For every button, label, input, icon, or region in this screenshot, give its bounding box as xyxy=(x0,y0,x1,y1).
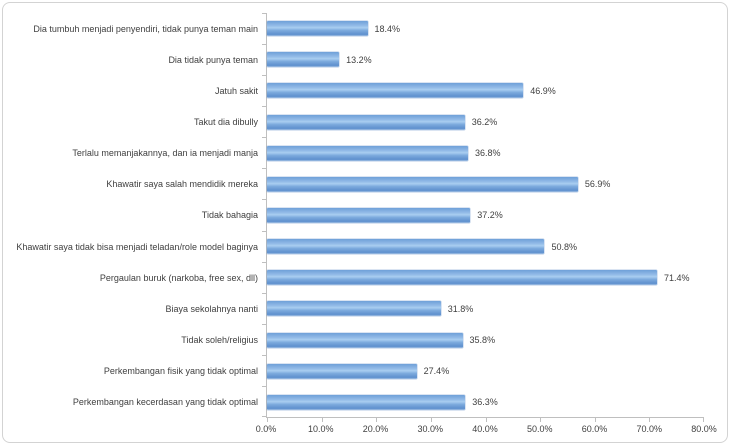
bar xyxy=(267,301,441,317)
y-tick-mark xyxy=(262,13,266,14)
bar-value-label: 36.2% xyxy=(471,117,498,128)
bar-value-label: 56.9% xyxy=(584,179,611,190)
bar-value-label: 36.3% xyxy=(472,397,498,408)
category-label: Pergaulan buruk (narkoba, free sex, dll) xyxy=(99,272,258,283)
category-label: Terlalu memanjakannya, dan ia menjadi ma… xyxy=(72,148,258,159)
bar xyxy=(267,176,578,192)
bar xyxy=(267,21,368,37)
bar-value-label: 13.2% xyxy=(346,54,372,65)
bar-value-label: 46.9% xyxy=(530,85,556,96)
bar-row: 46.9% xyxy=(267,75,704,106)
bar-row: 71.4% xyxy=(267,262,704,293)
category-axis-labels: Dia tumbuh menjadi penyendiri, tidak pun… xyxy=(6,13,258,418)
y-tick-mark xyxy=(262,323,266,325)
y-tick-mark xyxy=(262,292,266,294)
bar-row: 31.8% xyxy=(267,293,704,324)
x-tick-mark xyxy=(430,418,432,422)
x-tick-label: 30.0% xyxy=(417,424,444,434)
bar-row: 18.4% xyxy=(267,13,704,44)
y-tick-mark xyxy=(262,106,266,108)
y-tick-mark xyxy=(262,416,266,417)
x-tick-label: 80.0% xyxy=(691,424,717,434)
category-label: Dia tumbuh menjadi penyendiri, tidak pun… xyxy=(33,23,258,34)
x-tick-mark xyxy=(594,418,596,422)
category-label: Khawatir saya salah mendidik mereka xyxy=(106,179,258,190)
bar-row: 13.2% xyxy=(267,44,704,75)
x-tick-label: 40.0% xyxy=(472,424,498,434)
x-tick-mark xyxy=(703,418,704,422)
category-label: Takut dia dibully xyxy=(193,117,258,128)
y-tick-mark xyxy=(262,385,266,387)
bar xyxy=(267,52,340,68)
category-label: Tidak soleh/religius xyxy=(181,335,258,346)
x-tick-mark xyxy=(321,418,323,422)
x-tick-mark xyxy=(376,418,378,422)
y-tick-mark xyxy=(262,230,266,232)
x-tick-label: 20.0% xyxy=(362,424,389,434)
bar-value-label: 71.4% xyxy=(664,272,690,283)
bar-row: 35.8% xyxy=(267,325,704,356)
x-tick-label: 60.0% xyxy=(581,424,608,434)
bar-row: 56.9% xyxy=(267,169,704,200)
bar xyxy=(267,270,658,286)
bar xyxy=(267,145,469,161)
x-tick-label: 50.0% xyxy=(526,424,553,434)
bar-row: 37.2% xyxy=(267,200,704,231)
bar xyxy=(267,207,471,223)
category-label: Biaya sekolahnya nanti xyxy=(165,303,258,314)
bar-row: 36.8% xyxy=(267,138,704,169)
plot-area: 18.4% 13.2% 46.9% 36.2% 36.8% 56.9% 37.2% 50.8%… xyxy=(262,13,704,422)
y-tick-mark xyxy=(262,44,266,46)
bar xyxy=(267,363,417,379)
category-label: Dia tidak punya teman xyxy=(168,54,258,65)
bar-value-label: 50.8% xyxy=(551,241,578,252)
y-tick-mark xyxy=(262,168,266,170)
y-tick-mark xyxy=(262,354,266,356)
value-axis-labels: 0.0% 10.0% 20.0% 30.0% 40.0% 50.0% 60.0% 70.0% 8… xyxy=(256,424,717,438)
y-tick-mark xyxy=(262,137,266,139)
y-tick-mark xyxy=(262,199,266,201)
bar xyxy=(267,114,465,130)
category-label: Khawatir saya tidak bisa menjadi teladan… xyxy=(16,241,258,252)
bar-row: 36.2% xyxy=(267,106,704,137)
y-tick-mark xyxy=(262,261,266,263)
bar xyxy=(267,332,463,348)
category-label: Tidak bahagia xyxy=(201,210,258,221)
bar-row: 36.3% xyxy=(267,387,704,418)
bar xyxy=(267,239,545,255)
bar-value-label: 18.4% xyxy=(374,23,401,34)
bar xyxy=(267,394,466,410)
bar-value-label: 36.8% xyxy=(475,148,501,159)
category-label: Perkembangan kecerdasan yang tidak optim… xyxy=(72,397,258,408)
x-tick-mark xyxy=(649,418,651,422)
x-tick-label: 10.0% xyxy=(307,424,334,434)
bar-value-label: 35.8% xyxy=(469,335,496,346)
category-label: Perkembangan fisik yang tidak optimal xyxy=(103,366,258,377)
bar xyxy=(267,83,524,99)
x-tick-label: 0.0% xyxy=(255,424,277,434)
bar-value-label: 37.2% xyxy=(477,210,503,221)
category-label: Jatuh sakit xyxy=(214,85,258,96)
bar-row: 27.4% xyxy=(267,356,704,387)
x-tick-mark xyxy=(485,418,487,422)
x-tick-mark xyxy=(540,418,542,422)
bar-value-label: 27.4% xyxy=(423,366,450,377)
bar-value-label: 31.8% xyxy=(447,303,474,314)
bar-row: 50.8% xyxy=(267,231,704,262)
y-tick-mark xyxy=(262,75,266,77)
x-tick-mark xyxy=(267,418,268,422)
x-tick-label: 70.0% xyxy=(636,424,663,434)
